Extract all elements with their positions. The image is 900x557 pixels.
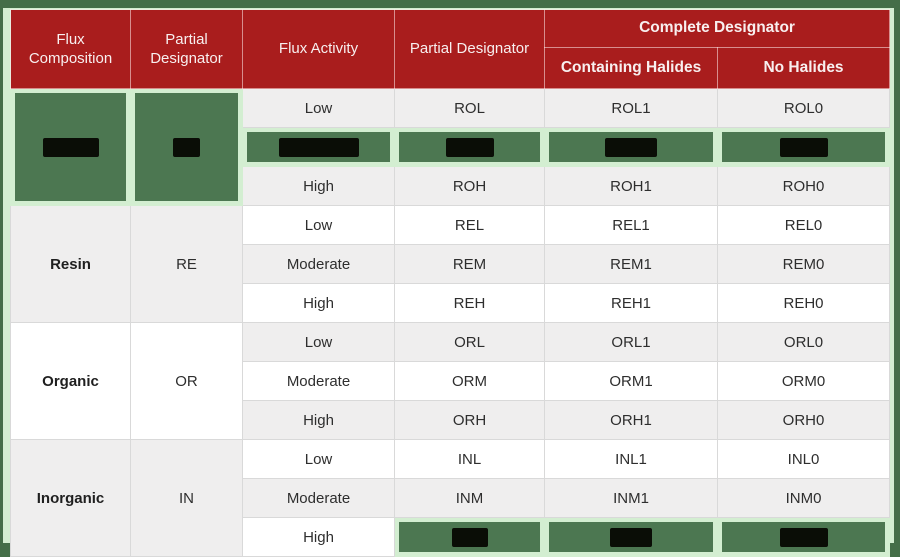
partial-designator-group-cell[interactable]	[130, 88, 243, 206]
flux-activity-cell: High	[242, 283, 395, 323]
containing-halides-cell: REM1	[544, 244, 718, 284]
partial-designator-cell: ORM	[394, 361, 545, 401]
containing-halides-cell: ROL1	[544, 88, 718, 128]
redaction-box	[779, 137, 828, 157]
no-halides-cell: INM0	[716, 478, 891, 518]
no-halides-cell: ROL0	[716, 88, 891, 128]
table-body: Low ROL ROL1 ROL0 High ROH ROH1 ROH0 Resin RE Low R…	[10, 88, 891, 557]
table-row: High	[11, 517, 891, 557]
partial-designator-cell: ROL	[394, 88, 545, 128]
table-row: Moderate INM INM1 INM0	[11, 478, 891, 518]
table-row: Low ROL ROL1 ROL0	[10, 88, 891, 206]
header-no-halides: No Halides	[716, 47, 891, 89]
no-halides-cell: ROH0	[716, 166, 891, 206]
header-complete-designator: Complete Designator	[543, 9, 891, 48]
highlight-fill	[549, 132, 713, 162]
table-row: Resin RE Low REL REL1 REL0	[10, 205, 891, 323]
partial-designator-cell: REM	[394, 244, 545, 284]
flux-activity-cell: High	[242, 166, 395, 206]
partial-designator-cell: INL	[394, 439, 545, 479]
table-row	[11, 127, 891, 167]
containing-halides-cell[interactable]	[544, 517, 718, 557]
containing-halides-cell: INM1	[544, 478, 718, 518]
redaction-box	[779, 527, 828, 547]
redaction-box	[173, 137, 200, 157]
table-row: High ROH ROH1 ROH0	[11, 166, 891, 206]
containing-halides-cell: ORL1	[544, 322, 718, 362]
partial-designator-cell: INM	[394, 478, 545, 518]
flux-activity-cell: Low	[242, 439, 395, 479]
table-row: Organic OR Low ORL ORL1 ORL0	[10, 322, 891, 440]
containing-halides-cell: REL1	[544, 205, 718, 245]
partial-designator-group-cell: RE	[130, 205, 243, 323]
redaction-box	[278, 137, 359, 157]
containing-halides-cell: ROH1	[544, 166, 718, 206]
highlight-fill	[15, 93, 126, 201]
table-row: High REH REH1 REH0	[11, 283, 891, 323]
highlight-fill	[722, 132, 886, 162]
flux-activity-cell: Low	[242, 322, 395, 362]
table-header: Flux Composition Partial Designator Flux…	[10, 9, 891, 89]
header-containing-halides: Containing Halides	[544, 47, 718, 89]
flux-activity-cell: High	[242, 400, 395, 440]
partial-designator-cell: REH	[394, 283, 545, 323]
containing-halides-cell: ORH1	[544, 400, 718, 440]
redaction-box	[445, 137, 494, 157]
no-halides-cell: ORH0	[716, 400, 891, 440]
header-partial-designator-2: Partial Designator	[394, 9, 545, 89]
flux-activity-cell: Low	[242, 205, 395, 245]
no-halides-cell: INL0	[716, 439, 891, 479]
no-halides-cell[interactable]	[716, 517, 891, 557]
header-flux-activity: Flux Activity	[242, 9, 395, 89]
partial-designator-cell: ORL	[394, 322, 545, 362]
header-flux-composition: Flux Composition	[10, 9, 131, 89]
flux-composition-cell[interactable]	[10, 88, 131, 206]
flux-activity-cell: Low	[242, 88, 395, 128]
highlight-fill	[722, 522, 886, 552]
highlight-fill	[247, 132, 390, 162]
highlight-fill	[135, 93, 238, 201]
flux-activity-cell: Moderate	[242, 361, 395, 401]
containing-halides-cell[interactable]	[544, 127, 718, 167]
flux-composition-cell: Organic	[10, 322, 131, 440]
redaction-box	[42, 137, 99, 157]
containing-halides-cell: ORM1	[544, 361, 718, 401]
redaction-box	[610, 527, 652, 547]
flux-activity-cell[interactable]	[242, 127, 395, 167]
flux-designator-table: Flux Composition Partial Designator Flux…	[10, 9, 891, 557]
partial-designator-group-cell: OR	[130, 322, 243, 440]
partial-designator-cell: ORH	[394, 400, 545, 440]
flux-activity-cell: Moderate	[242, 244, 395, 284]
highlight-fill	[399, 132, 540, 162]
table-row: Inorganic IN Low INL INL1 INL0	[10, 439, 891, 557]
highlight-fill	[549, 522, 713, 552]
partial-designator-cell: REL	[394, 205, 545, 245]
flux-composition-cell: Resin	[10, 205, 131, 323]
flux-activity-cell: Moderate	[242, 478, 395, 518]
table-row: Moderate REM REM1 REM0	[11, 244, 891, 284]
containing-halides-cell: REH1	[544, 283, 718, 323]
partial-designator-cell[interactable]	[394, 127, 545, 167]
flux-composition-cell: Inorganic	[10, 439, 131, 557]
partial-designator-cell[interactable]	[394, 517, 545, 557]
no-halides-cell: REL0	[716, 205, 891, 245]
highlight-fill	[399, 522, 540, 552]
redaction-box	[451, 527, 488, 547]
no-halides-cell: ORL0	[716, 322, 891, 362]
table-frame: Flux Composition Partial Designator Flux…	[3, 8, 894, 557]
no-halides-cell: REH0	[716, 283, 891, 323]
redaction-box	[605, 137, 657, 157]
no-halides-cell: REM0	[716, 244, 891, 284]
partial-designator-group-cell: IN	[130, 439, 243, 557]
containing-halides-cell: INL1	[544, 439, 718, 479]
no-halides-cell[interactable]	[716, 127, 891, 167]
partial-designator-cell: ROH	[394, 166, 545, 206]
flux-activity-cell: High	[242, 517, 395, 557]
header-partial-designator: Partial Designator	[130, 9, 243, 89]
no-halides-cell: ORM0	[716, 361, 891, 401]
